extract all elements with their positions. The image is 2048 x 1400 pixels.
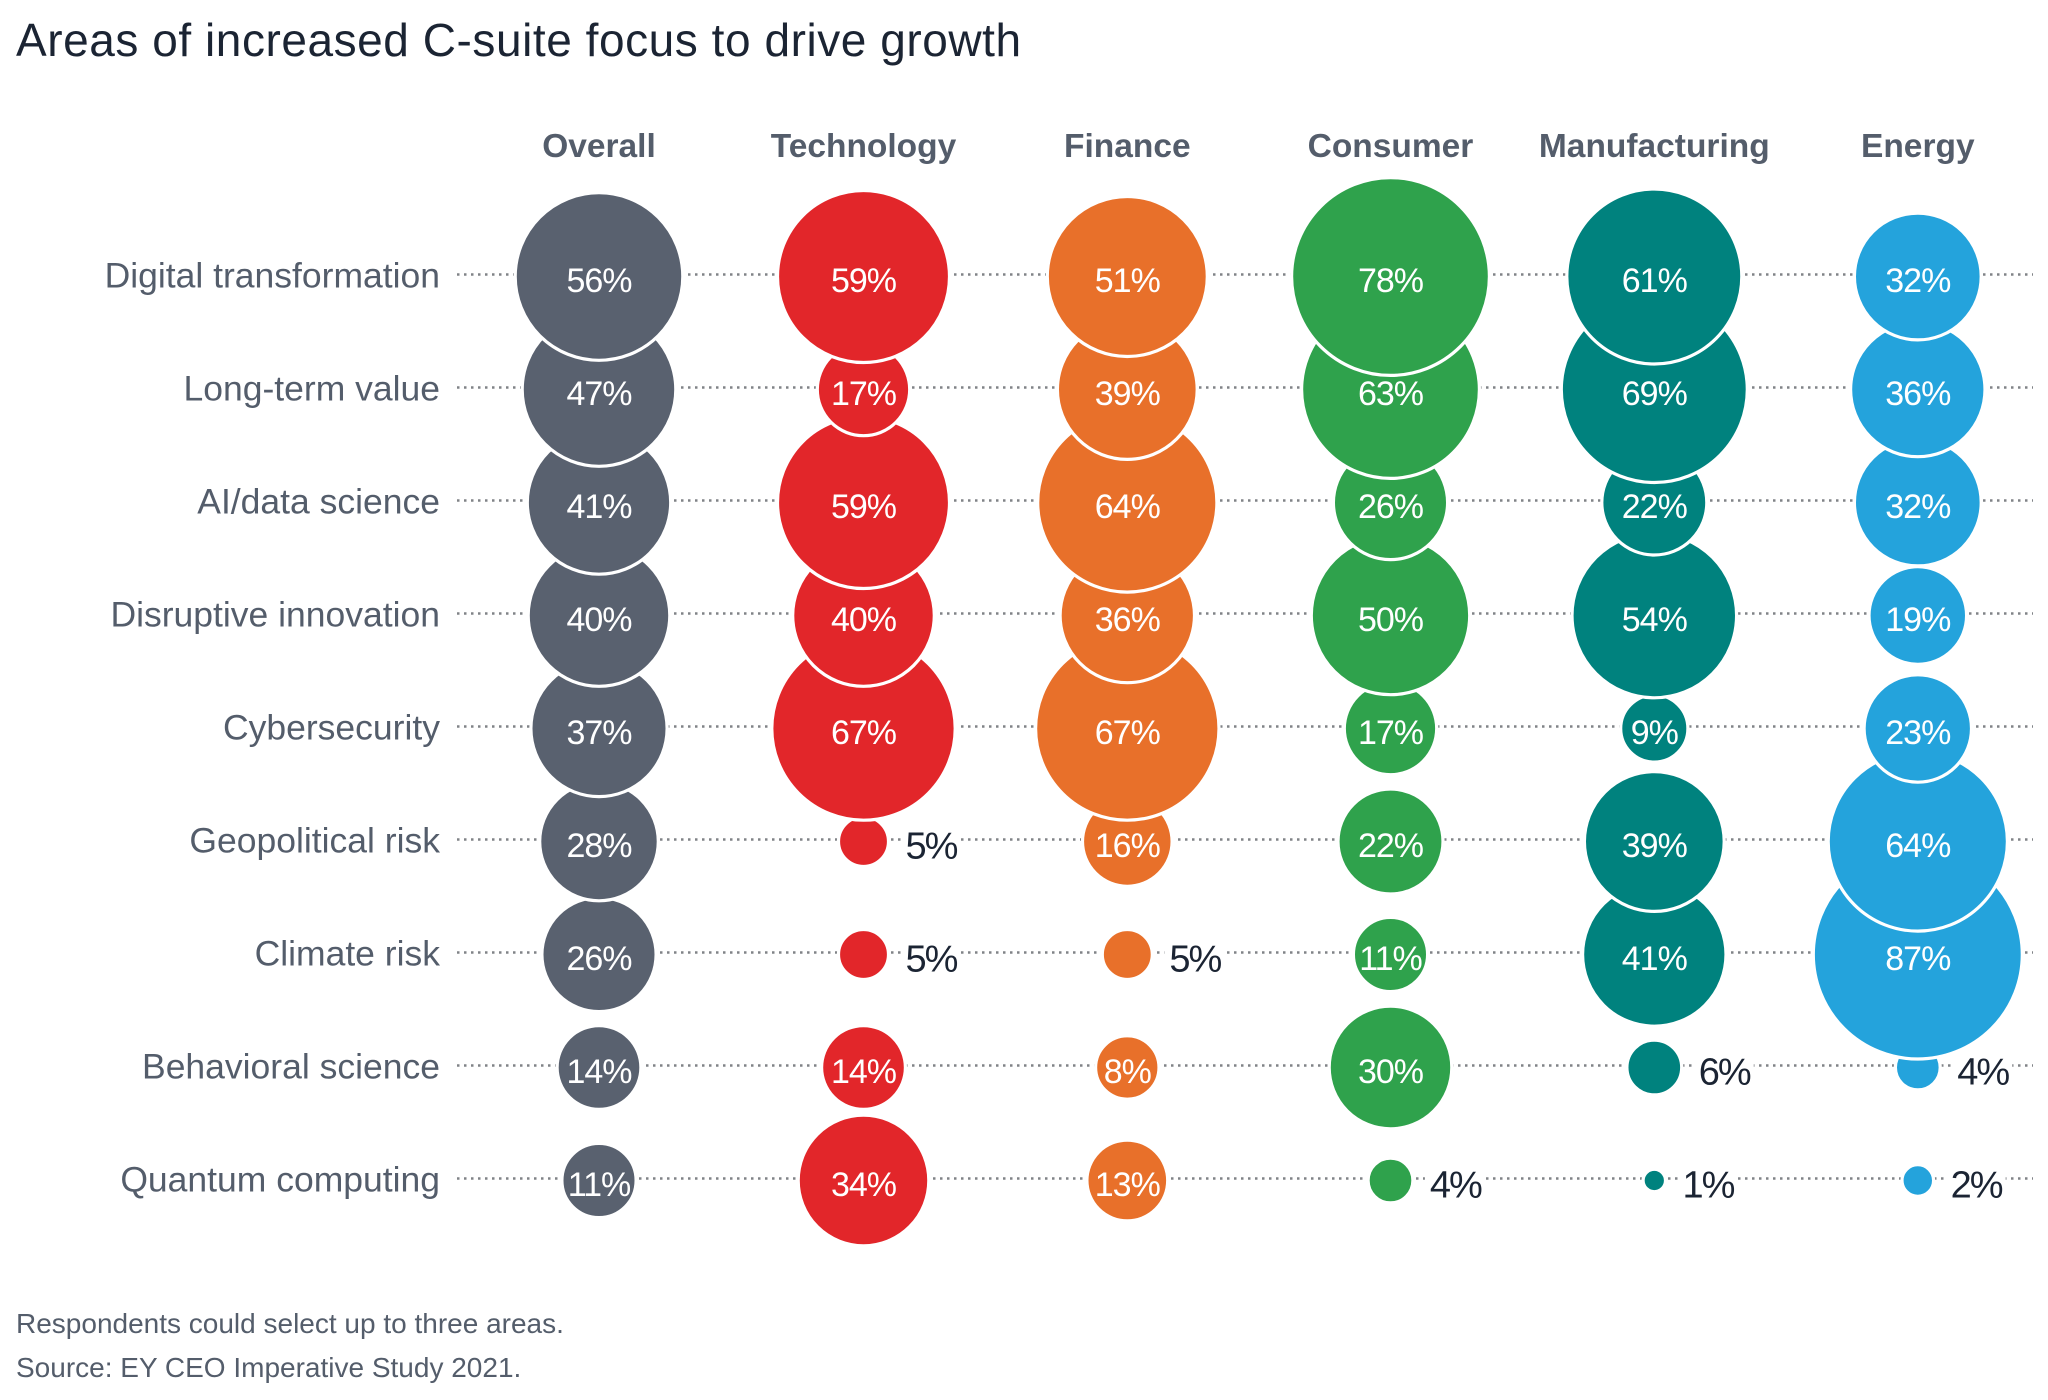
svg-text:47%: 47% [566, 375, 632, 413]
svg-text:40%: 40% [831, 601, 897, 639]
svg-text:63%: 63% [1358, 375, 1424, 413]
svg-text:64%: 64% [1095, 488, 1161, 526]
svg-text:Finance: Finance [1064, 128, 1191, 165]
svg-text:Digital transformation: Digital transformation [105, 256, 440, 296]
svg-text:22%: 22% [1622, 488, 1688, 526]
svg-text:59%: 59% [831, 488, 897, 526]
svg-text:26%: 26% [566, 940, 632, 978]
svg-text:Areas of increased C-suite foc: Areas of increased C-suite focus to driv… [16, 14, 1022, 66]
svg-text:30%: 30% [1358, 1053, 1424, 1091]
svg-text:13%: 13% [1095, 1166, 1161, 1204]
svg-text:59%: 59% [831, 262, 897, 300]
svg-text:AI/data science: AI/data science [197, 482, 440, 522]
svg-text:39%: 39% [1095, 375, 1161, 413]
svg-text:40%: 40% [566, 601, 632, 639]
svg-text:23%: 23% [1885, 714, 1951, 752]
svg-text:Overall: Overall [542, 128, 656, 165]
svg-text:56%: 56% [566, 262, 632, 300]
svg-text:9%: 9% [1631, 714, 1679, 752]
svg-text:Manufacturing: Manufacturing [1539, 128, 1770, 165]
svg-text:Long-term value: Long-term value [183, 369, 440, 409]
svg-text:50%: 50% [1358, 601, 1424, 639]
svg-text:Source: EY CEO Imperative Stud: Source: EY CEO Imperative Study 2021. [16, 1352, 521, 1383]
svg-text:2%: 2% [1951, 1165, 2003, 1207]
svg-text:51%: 51% [1095, 262, 1161, 300]
svg-text:11%: 11% [568, 1166, 631, 1204]
svg-text:61%: 61% [1622, 262, 1688, 300]
svg-text:5%: 5% [1169, 939, 1221, 981]
svg-text:11%: 11% [1359, 940, 1422, 978]
svg-text:87%: 87% [1885, 940, 1951, 978]
svg-text:14%: 14% [566, 1053, 632, 1091]
svg-text:32%: 32% [1885, 262, 1951, 300]
svg-text:41%: 41% [1622, 940, 1688, 978]
svg-text:34%: 34% [831, 1166, 897, 1204]
svg-text:28%: 28% [566, 827, 632, 865]
svg-text:Behavioral science: Behavioral science [142, 1047, 440, 1087]
svg-text:67%: 67% [831, 714, 897, 752]
svg-text:Disruptive innovation: Disruptive innovation [110, 595, 440, 635]
svg-text:Technology: Technology [771, 128, 957, 165]
svg-text:69%: 69% [1622, 375, 1688, 413]
svg-text:54%: 54% [1622, 601, 1688, 639]
svg-text:78%: 78% [1358, 262, 1424, 300]
svg-text:37%: 37% [566, 714, 632, 752]
svg-text:14%: 14% [831, 1053, 897, 1091]
svg-text:39%: 39% [1622, 827, 1688, 865]
svg-text:8%: 8% [1104, 1053, 1152, 1091]
svg-text:4%: 4% [1430, 1165, 1482, 1207]
svg-text:Consumer: Consumer [1308, 128, 1474, 165]
svg-text:5%: 5% [906, 826, 958, 868]
svg-text:36%: 36% [1095, 601, 1161, 639]
svg-text:16%: 16% [1095, 827, 1161, 865]
svg-text:6%: 6% [1699, 1052, 1751, 1094]
svg-text:4%: 4% [1957, 1052, 2009, 1094]
svg-text:Quantum computing: Quantum computing [120, 1160, 440, 1200]
svg-text:17%: 17% [1358, 714, 1424, 752]
svg-text:Climate risk: Climate risk [255, 934, 441, 974]
svg-text:19%: 19% [1885, 601, 1951, 639]
svg-text:Geopolitical risk: Geopolitical risk [189, 821, 440, 861]
svg-text:22%: 22% [1358, 827, 1424, 865]
svg-text:64%: 64% [1885, 827, 1951, 865]
svg-text:17%: 17% [831, 375, 897, 413]
svg-text:1%: 1% [1683, 1165, 1735, 1207]
svg-text:41%: 41% [566, 488, 632, 526]
svg-text:Respondents could select up to: Respondents could select up to three are… [16, 1308, 564, 1339]
svg-text:5%: 5% [906, 939, 958, 981]
svg-text:Cybersecurity: Cybersecurity [223, 708, 440, 748]
svg-text:32%: 32% [1885, 488, 1951, 526]
svg-text:36%: 36% [1885, 375, 1951, 413]
svg-text:Energy: Energy [1861, 128, 1975, 165]
svg-text:26%: 26% [1358, 488, 1424, 526]
svg-text:67%: 67% [1095, 714, 1161, 752]
